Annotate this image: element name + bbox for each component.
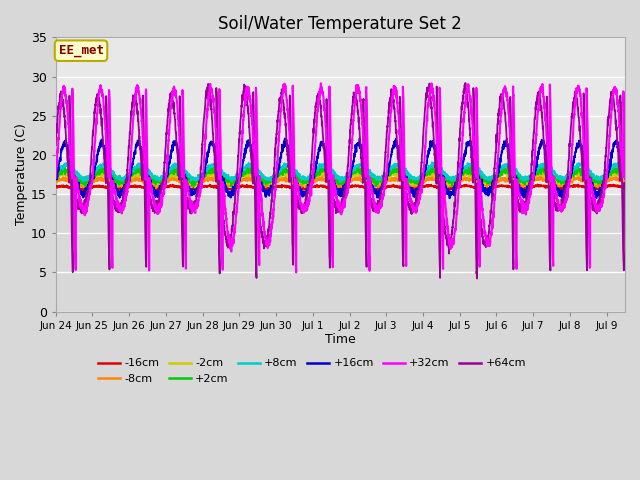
Title: Soil/Water Temperature Set 2: Soil/Water Temperature Set 2 <box>218 15 462 33</box>
Bar <box>56 37 625 194</box>
Legend: -16cm, -8cm, -2cm, +2cm, +8cm, +16cm, +32cm, +64cm: -16cm, -8cm, -2cm, +2cm, +8cm, +16cm, +3… <box>93 354 530 388</box>
Text: EE_met: EE_met <box>58 44 104 57</box>
X-axis label: Time: Time <box>325 334 356 347</box>
Y-axis label: Temperature (C): Temperature (C) <box>15 123 28 226</box>
Bar <box>56 194 625 312</box>
